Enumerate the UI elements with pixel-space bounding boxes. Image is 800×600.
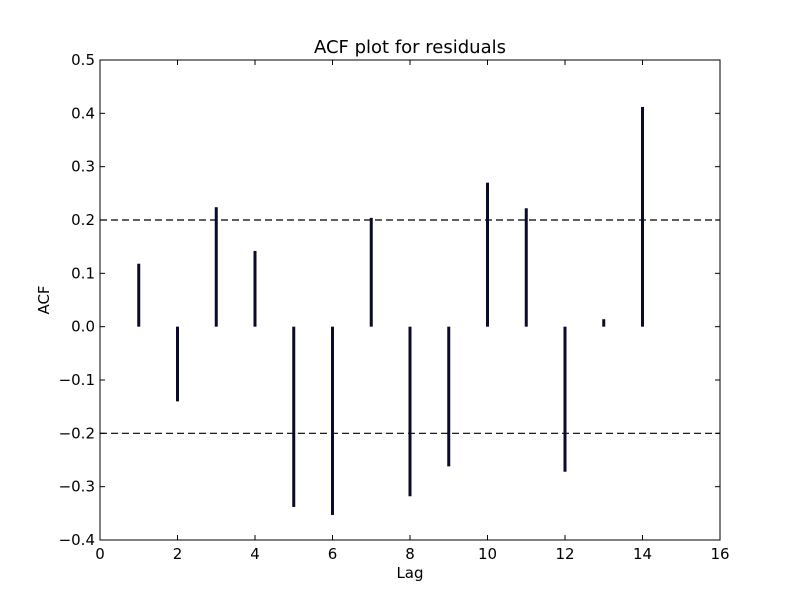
x-tick-label: 6 bbox=[328, 545, 338, 563]
y-tick-label: −0.3 bbox=[59, 478, 95, 496]
x-tick-label: 16 bbox=[710, 545, 729, 563]
acf-bar-lag-6 bbox=[331, 326, 334, 515]
acf-bar-lag-13 bbox=[602, 319, 606, 327]
x-tick-label: 4 bbox=[250, 545, 260, 563]
acf-bar-lag-5 bbox=[292, 326, 296, 507]
plot-frame bbox=[99, 59, 721, 541]
y-tick-label: 0.3 bbox=[71, 158, 95, 176]
y-axis-label: ACF bbox=[35, 285, 53, 314]
acf-bar-lag-8 bbox=[408, 326, 412, 497]
acf-bar-lag-9 bbox=[447, 326, 451, 467]
y-tick-label: −0.2 bbox=[59, 424, 95, 442]
acf-bar-lag-11 bbox=[524, 208, 528, 327]
acf-bar-lag-14 bbox=[641, 106, 644, 327]
y-tick-label: −0.4 bbox=[59, 531, 95, 549]
y-tick-label: 0.0 bbox=[71, 318, 95, 336]
chart-title: ACF plot for residuals bbox=[314, 37, 506, 58]
x-tick-label: 14 bbox=[633, 545, 652, 563]
y-tick-label: 0.2 bbox=[71, 211, 95, 229]
x-tick-label: 10 bbox=[478, 545, 497, 563]
acf-bars bbox=[137, 106, 644, 515]
acf-bar-lag-1 bbox=[137, 263, 141, 327]
acf-bar-lag-4 bbox=[253, 250, 257, 327]
x-tick-label: 8 bbox=[405, 545, 415, 563]
axis-ticks: 0 2 4 6 8 10 12 14 16 −0.4 −0.3 −0.2 −0.1 0.0 0.1 0.2 0.… bbox=[59, 51, 730, 563]
y-tick-label: 0.4 bbox=[71, 104, 95, 122]
acf-bar-lag-3 bbox=[214, 207, 218, 327]
acf-bar-lag-7 bbox=[369, 217, 373, 327]
x-tick-label: 2 bbox=[173, 545, 183, 563]
acf-bar-lag-12 bbox=[563, 326, 567, 472]
x-tick-label: 0 bbox=[95, 545, 105, 563]
y-tick-label: 0.1 bbox=[71, 264, 95, 282]
y-tick-label: −0.1 bbox=[59, 371, 95, 389]
acf-bar-lag-2 bbox=[176, 326, 179, 402]
x-tick-label: 12 bbox=[555, 545, 574, 563]
acf-bar-lag-10 bbox=[486, 182, 489, 327]
y-tick-label: 0.5 bbox=[71, 51, 95, 69]
x-axis-label: Lag bbox=[396, 564, 423, 582]
